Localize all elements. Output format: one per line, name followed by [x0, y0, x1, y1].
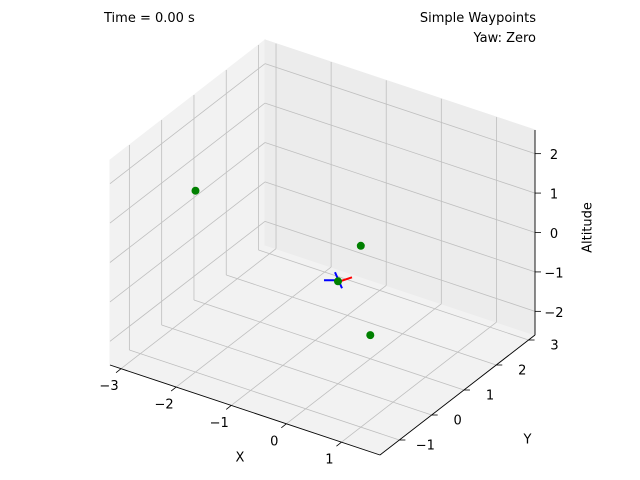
y-axis-label: Y — [523, 433, 532, 448]
x-grid-floor — [230, 285, 387, 406]
z-tick-label: 0 — [550, 227, 558, 242]
axis-panes — [108, 38, 537, 456]
y-grid-floor — [193, 299, 465, 391]
axis-ticks: −3 −2 −1 0 1 −1 0 1 2 3 −2 −1 0 1 2 X Y Altitude — [99, 148, 595, 467]
z-tick-label: −1 — [544, 266, 563, 281]
data-marks — [191, 186, 375, 340]
waypoint-marker-1 — [191, 186, 200, 195]
z-grid-back — [264, 102, 536, 194]
x-tick-mark — [115, 368, 122, 373]
y-tick-label: 1 — [486, 389, 494, 404]
z-grid-back — [264, 63, 536, 155]
x-tick-label: −2 — [155, 398, 174, 413]
x-grid-floor — [120, 248, 277, 369]
x-tick-label: −1 — [210, 416, 229, 431]
z-grid-left — [109, 63, 266, 184]
x-tick-mark — [170, 386, 177, 392]
z-grid-back — [264, 142, 536, 233]
x-tick-label: 0 — [270, 434, 278, 449]
z-grid-left — [109, 181, 266, 303]
z-grid-back — [264, 181, 536, 273]
z-tick-label: −2 — [544, 306, 563, 321]
x-tick-mark — [336, 441, 342, 447]
y-tick-label: 0 — [454, 414, 462, 429]
plot-title: Simple Waypoints — [419, 11, 536, 26]
waypoint-marker-2 — [356, 241, 365, 250]
y-tick-label: 3 — [550, 339, 558, 354]
waypoint-marker-4 — [366, 331, 375, 340]
y-grid-floor — [258, 249, 529, 341]
y-grid-floor — [226, 274, 497, 366]
x-tick-label: 1 — [325, 453, 333, 468]
grid-lines — [109, 43, 536, 443]
x-grid-floor — [341, 321, 497, 443]
z-tick-label: 2 — [550, 148, 558, 163]
z-grid-left — [109, 102, 266, 224]
z-grid-back — [264, 220, 536, 312]
z-axis-label: Altitude — [581, 202, 596, 253]
x-grid-floor — [286, 303, 442, 425]
x-axis-line — [109, 364, 381, 456]
y-grid-floor — [161, 324, 432, 416]
z-grid-left — [109, 221, 266, 342]
y-grid-floor — [129, 349, 400, 441]
y-tick-label: 2 — [518, 364, 526, 379]
z-grid-left — [109, 142, 266, 263]
x-tick-mark — [281, 423, 287, 429]
y-axis-line — [379, 334, 536, 456]
x-axis-label: X — [236, 451, 245, 466]
x-grid-floor — [175, 266, 332, 388]
waypoint-marker-3 — [333, 277, 342, 286]
yaw-mode-label: Yaw: Zero — [473, 31, 536, 46]
y-tick-label: −1 — [416, 439, 435, 454]
z-tick-label: 1 — [550, 188, 558, 203]
x-tick-label: −3 — [99, 379, 118, 394]
time-readout: Time = 0.00 s — [104, 11, 195, 26]
x-tick-mark — [225, 405, 232, 410]
